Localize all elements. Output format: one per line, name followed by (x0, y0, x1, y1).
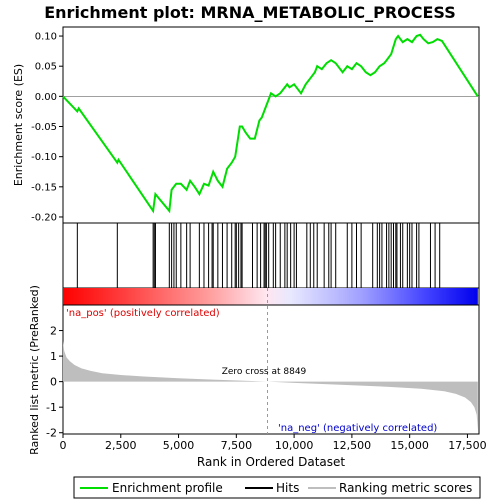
metric-x-axis: 0 2,500 5,000 7,500 10,000 12,500 15,000 17,500 (60, 434, 487, 452)
legend-enrichment-label: Enrichment profile (112, 481, 223, 495)
legend-frame (73, 476, 481, 499)
metric-y-tick-label: 2 (50, 325, 57, 338)
metric-y-tick-label: -2 (46, 427, 57, 440)
x-tick-label: 2,500 (105, 439, 137, 452)
es-y-tick-label: 0.05 (35, 62, 57, 73)
es-y-tick-label: -0.05 (31, 122, 57, 133)
x-axis-label: Rank in Ordered Dataset (197, 455, 345, 469)
chart-title: Enrichment plot: MRNA_METABOLIC_PROCESS (44, 3, 456, 22)
metric-panel: -2 -1 0 1 2 0 2,500 5,000 7,500 10,000 12,500 15,0… (28, 285, 487, 469)
es-y-tick-label: -0.20 (31, 212, 57, 223)
positive-correlation-label: 'na_pos' (positively correlated) (66, 308, 220, 319)
metric-y-tick-label: -1 (46, 401, 57, 414)
x-tick-label: 0 (60, 439, 67, 452)
hit-markers (76, 223, 441, 288)
es-y-tick-label: -0.15 (31, 182, 57, 193)
hits-panel (62, 222, 480, 289)
es-y-label: Enrichment score (ES) (12, 64, 25, 186)
legend: Enrichment profile Hits Ranking metric s… (73, 476, 481, 499)
x-tick-label: 17,500 (448, 439, 487, 452)
legend-metric-label: Ranking metric scores (339, 481, 472, 495)
legend-hits-label: Hits (276, 481, 299, 495)
ranking-metric-area (63, 340, 478, 431)
metric-y-axis: -2 -1 0 1 2 (46, 325, 63, 440)
negative-correlation-label: 'na_neg' (negatively correlated) (278, 423, 437, 434)
es-panel-frame (62, 26, 480, 224)
x-tick-label: 10,000 (275, 439, 314, 452)
x-tick-label: 15,000 (390, 439, 429, 452)
metric-y-tick-label: 0 (50, 376, 57, 389)
es-panel: -0.20 -0.15 -0.10 -0.05 0.00 0.05 0.10 Enrichm… (12, 26, 480, 224)
es-y-tick-label: -0.10 (31, 152, 57, 163)
x-tick-label: 7,500 (221, 439, 253, 452)
ranking-color-bar (63, 288, 478, 305)
x-tick-label: 5,000 (163, 439, 195, 452)
es-y-axis: -0.20 -0.15 -0.10 -0.05 0.00 0.05 0.10 (31, 32, 63, 223)
es-y-tick-label: 0.00 (35, 92, 57, 103)
enrichment-profile-line (62, 33, 479, 214)
es-y-tick-label: 0.10 (35, 32, 57, 43)
metric-y-tick-label: 1 (50, 350, 57, 363)
zero-cross-label: Zero cross at 8849 (222, 367, 307, 377)
x-tick-label: 12,500 (333, 439, 372, 452)
rank-heatmap (62, 287, 480, 306)
metric-y-label: Ranked list metric (PreRanked) (28, 285, 41, 455)
